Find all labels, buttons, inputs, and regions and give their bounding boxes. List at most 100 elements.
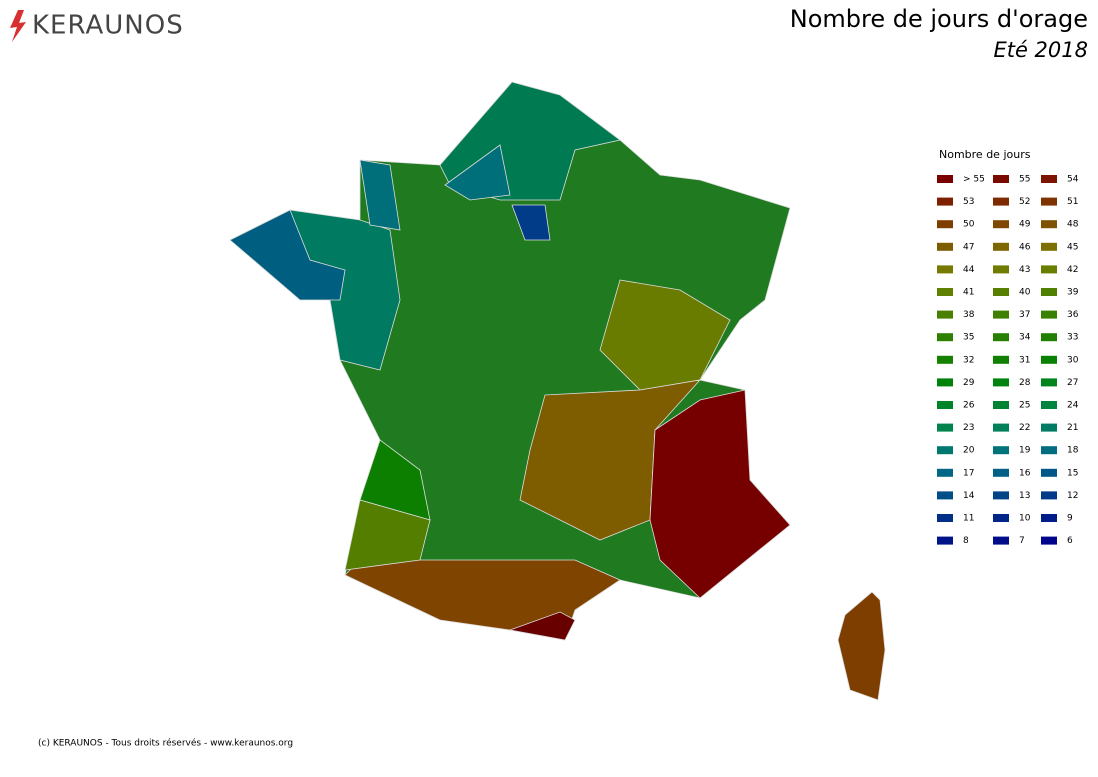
legend-swatch: [1041, 355, 1057, 364]
legend-label: 41: [963, 288, 974, 298]
region: [511, 204, 551, 241]
legend-swatch: [993, 423, 1009, 432]
legend-label: 42: [1067, 265, 1078, 275]
footer: (c) KERAUNOS - Tous droits réservés - ww…: [38, 738, 293, 749]
legend-swatch: [937, 468, 953, 477]
legend-label: 30: [1067, 355, 1079, 365]
legend-swatch: [1041, 491, 1057, 500]
legend-swatch: [993, 401, 1009, 409]
legend-label: 22: [1019, 423, 1030, 433]
region: [508, 611, 576, 641]
legend-label: 38: [963, 310, 975, 320]
legend-swatch: [937, 514, 953, 522]
legend-label: 6: [1067, 536, 1073, 546]
legend-swatch: [937, 446, 953, 455]
legend-label: 29: [963, 378, 975, 388]
legend-swatch: [937, 310, 953, 319]
legend-label: 11: [963, 514, 974, 524]
legend-swatch: [937, 423, 953, 432]
legend-label: 21: [1067, 423, 1078, 433]
legend-swatch: [993, 265, 1009, 274]
region: [359, 159, 401, 231]
legend-swatch: [993, 536, 1009, 545]
legend-swatch: [1041, 333, 1057, 342]
legend-swatch: [993, 378, 1009, 387]
legend-label: 35: [963, 333, 974, 343]
legend-label: 24: [1067, 401, 1079, 411]
legend-swatch: [937, 536, 953, 545]
legend-swatch: [937, 242, 953, 251]
legend-label: 49: [1019, 220, 1031, 230]
legend-label: 18: [1067, 446, 1079, 456]
legend-swatch: [993, 333, 1009, 342]
legend-label: 46: [1019, 242, 1031, 252]
region: [344, 559, 621, 641]
legend-label: 19: [1019, 446, 1031, 456]
legend-swatch: [1041, 514, 1057, 522]
legend-swatch: [993, 355, 1009, 364]
legend-label: 45: [1067, 242, 1078, 252]
region: [344, 499, 431, 571]
legend-label: 27: [1067, 378, 1078, 388]
legend-label: 9: [1067, 514, 1073, 524]
legend-label: 52: [1019, 197, 1030, 207]
legend-label: 23: [963, 423, 974, 433]
legend-label: 7: [1019, 536, 1025, 546]
legend-swatch: [937, 220, 953, 229]
legend-label: 12: [1067, 491, 1078, 501]
legend-swatch: [1041, 468, 1057, 477]
legend-swatch: [937, 378, 953, 387]
legend-label: 51: [1067, 197, 1078, 207]
legend-swatch: [1041, 197, 1057, 206]
legend-label: 8: [963, 536, 969, 546]
legend-swatch: [993, 468, 1009, 477]
legend-label: 32: [963, 355, 974, 365]
legend-label: 33: [1067, 333, 1078, 343]
legend-swatch: [937, 288, 953, 296]
legend-swatch: [1041, 175, 1057, 183]
legend-swatch: [1041, 265, 1057, 274]
legend-label: 36: [1067, 310, 1079, 320]
legend-swatch: [937, 265, 953, 274]
legend-label: 14: [963, 491, 975, 501]
legend-label: > 55: [963, 175, 985, 185]
legend-label: 47: [963, 242, 974, 252]
legend-swatch: [993, 288, 1009, 296]
legend-swatch: [993, 514, 1009, 522]
legend-label: 44: [963, 265, 975, 275]
legend-swatch: [993, 197, 1009, 206]
legend-swatch: [1041, 288, 1057, 296]
legend-label: 55: [1019, 175, 1030, 185]
legend-label: 53: [963, 197, 974, 207]
legend-swatch: [1041, 242, 1057, 251]
legend-label: 34: [1019, 333, 1031, 343]
legend-swatch: [1041, 378, 1057, 387]
legend-label: 20: [963, 446, 975, 456]
legend: > 55 55 54 53 52 51 50 49 48 47 46 45 44 43 42 41 40 39 38…: [937, 175, 1079, 546]
legend-swatch: [1041, 401, 1057, 409]
region: [229, 209, 346, 301]
legend-label: 10: [1019, 514, 1031, 524]
legend-label: 43: [1019, 265, 1030, 275]
legend-swatch: [937, 355, 953, 364]
legend-label: 16: [1019, 468, 1031, 478]
legend-swatch: [993, 310, 1009, 319]
legend-swatch: [993, 220, 1009, 229]
legend-label: 17: [963, 468, 974, 478]
legend-label: 13: [1019, 491, 1030, 501]
legend-swatch: [937, 333, 953, 342]
legend-swatch: [1041, 310, 1057, 319]
legend-label: 31: [1019, 355, 1030, 365]
legend-swatch: [937, 175, 953, 183]
legend-swatch: [993, 242, 1009, 251]
legend-swatch: [993, 491, 1009, 500]
legend-swatch: [1041, 220, 1057, 229]
legend-swatch: [1041, 446, 1057, 455]
logo: KERAUNOS: [32, 11, 184, 41]
legend-swatch: [937, 197, 953, 206]
legend-swatch: [1041, 536, 1057, 545]
legend-label: 25: [1019, 401, 1030, 411]
legend-title: Nombre de jours: [939, 148, 1031, 161]
legend-label: 39: [1067, 288, 1079, 298]
